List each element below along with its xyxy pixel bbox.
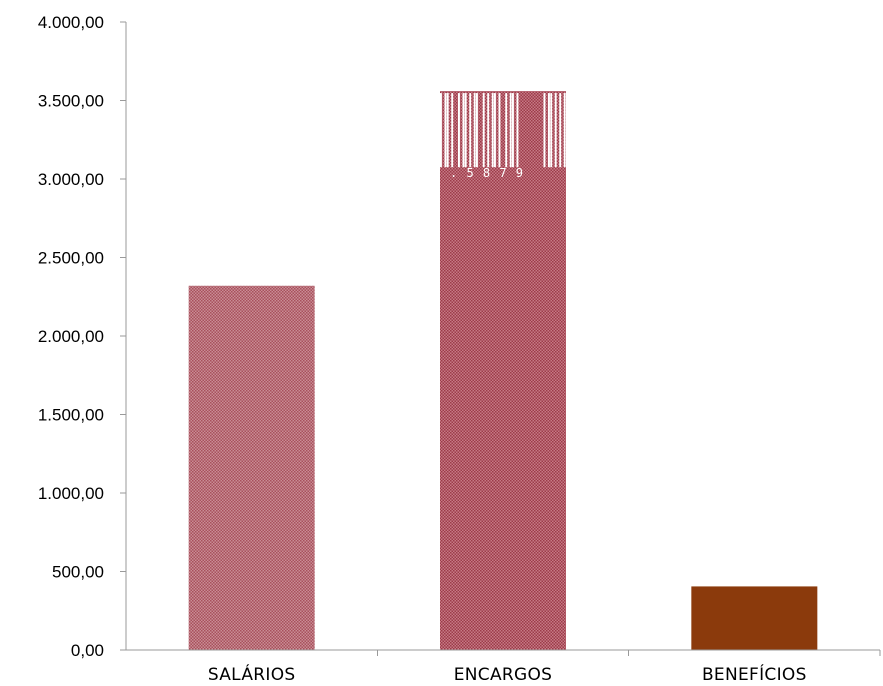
barcode-stripe xyxy=(469,93,472,168)
barcode-stripe xyxy=(464,93,467,168)
x-tick-label: ENCARGOS xyxy=(454,665,553,685)
x-axis-labels: SALÁRIOS ENCARGOS BENEFÍCIOS xyxy=(208,650,881,685)
barcode-stripe xyxy=(550,93,553,168)
y-axis-ticks: 0,00 500,00 1.000,00 1.500,00 2.000,00 2.500,… xyxy=(38,13,126,660)
bar-1 xyxy=(440,91,566,650)
barcode-stripe xyxy=(487,93,490,168)
barcode-stripe xyxy=(563,93,566,168)
y-tick-label: 4.000,00 xyxy=(38,13,104,32)
y-tick-label: 3.500,00 xyxy=(38,92,104,111)
y-tick-label: 0,00 xyxy=(71,641,104,660)
y-tick-label: 1.000,00 xyxy=(38,484,104,503)
bar-2 xyxy=(691,586,818,650)
y-tick-label: 2.000,00 xyxy=(38,327,104,346)
barcode-stripe xyxy=(516,93,519,168)
barcode-stripe xyxy=(543,93,546,168)
barcode-stripe xyxy=(462,93,465,168)
barcode-stripe xyxy=(451,93,454,168)
barcode-stripe xyxy=(559,93,562,168)
x-tick-label: BENEFÍCIOS xyxy=(702,663,807,685)
overlay-text: . 5 8 7 9 xyxy=(450,166,524,180)
y-tick-label: 3.000,00 xyxy=(38,170,104,189)
y-tick-label: 500,00 xyxy=(52,563,104,582)
barcode-stripe xyxy=(476,93,478,168)
x-tick-label: SALÁRIOS xyxy=(208,663,296,685)
barcode-overlay xyxy=(440,93,566,168)
barcode-stripe xyxy=(512,93,514,168)
barcode-stripe xyxy=(482,93,485,168)
barcode-stripe xyxy=(498,93,501,168)
barcode-stripe xyxy=(491,93,494,168)
bars xyxy=(188,91,818,650)
barcode-stripe xyxy=(458,93,460,168)
bar-0 xyxy=(188,285,315,650)
y-tick-label: 1.500,00 xyxy=(38,406,104,425)
barcode-stripe xyxy=(494,93,496,168)
y-tick-label: 2.500,00 xyxy=(38,249,104,268)
barcode-stripe xyxy=(444,93,447,168)
barcode-stripe xyxy=(548,93,550,168)
barcode-stripe xyxy=(509,93,512,168)
barcode-stripe xyxy=(505,93,508,168)
barcode-stripe xyxy=(554,93,557,168)
barcode-stripe xyxy=(440,93,442,168)
barcode-stripe xyxy=(473,93,476,168)
barcode-stripe xyxy=(446,93,449,168)
